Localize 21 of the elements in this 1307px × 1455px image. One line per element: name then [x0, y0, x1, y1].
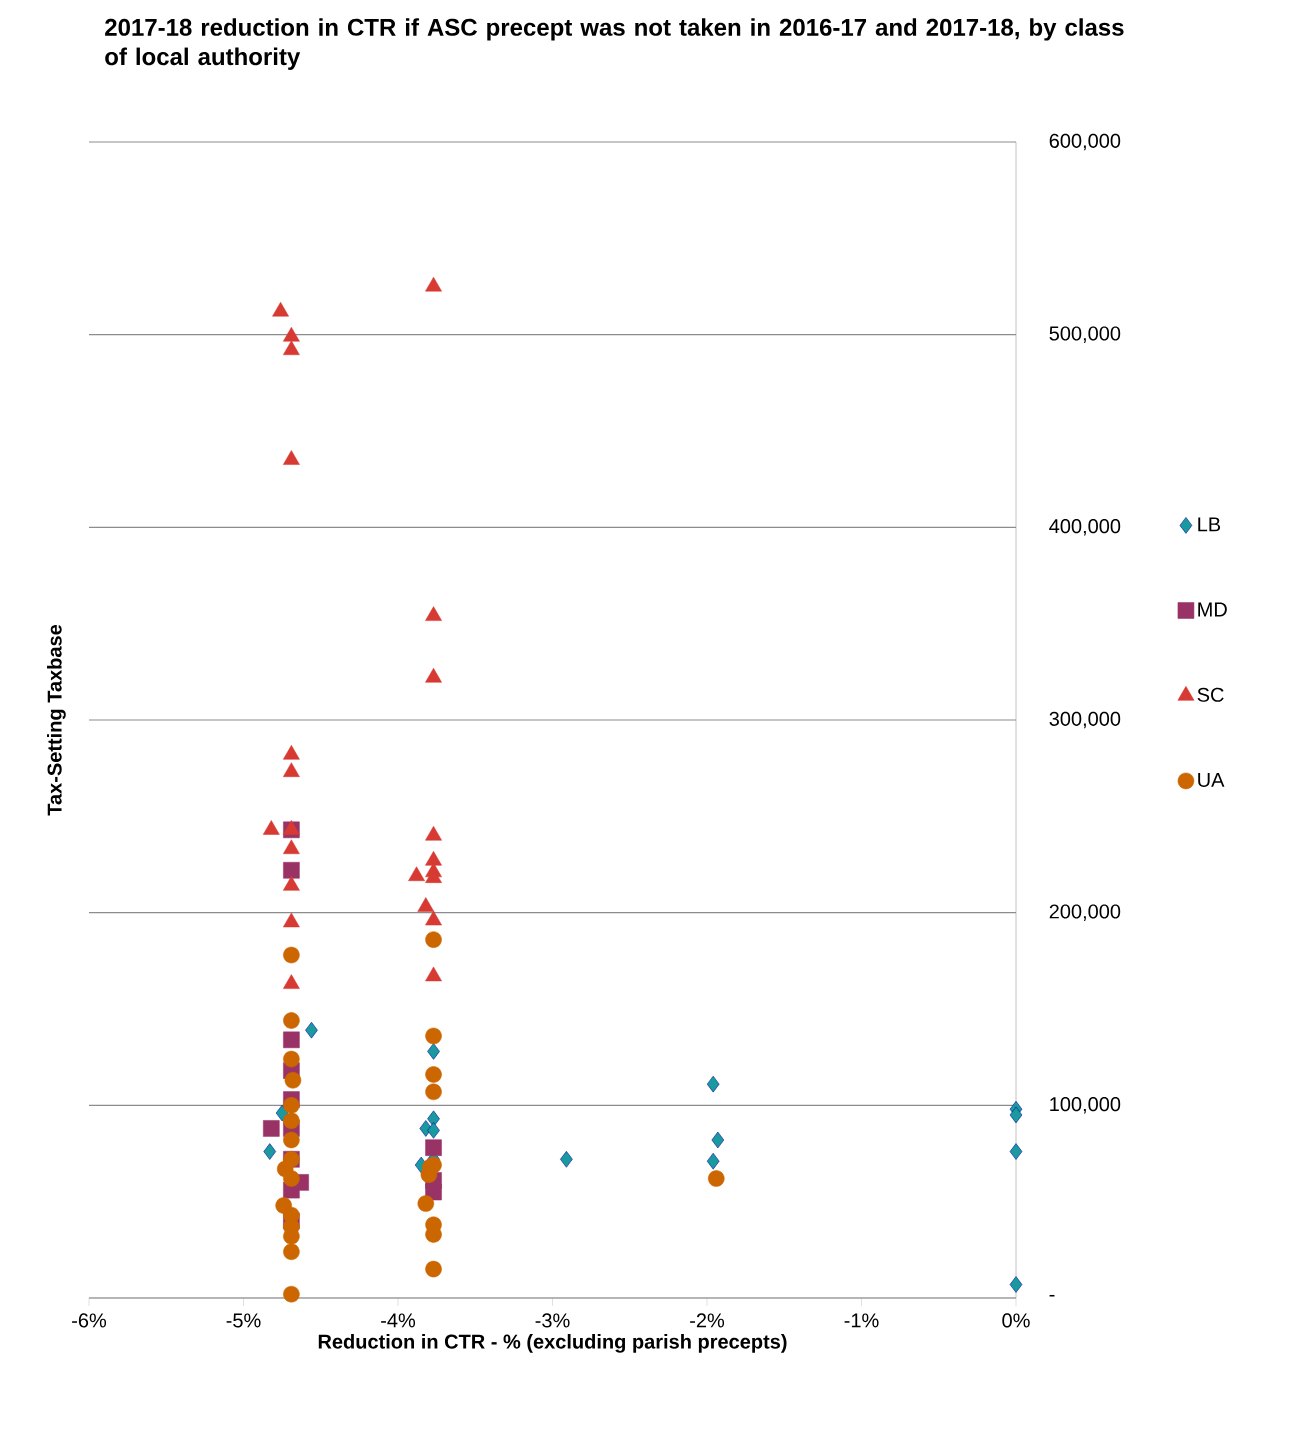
y-tick-label: - — [1049, 1294, 1055, 1297]
y-tick-label: 100,000 — [1050, 1097, 1121, 1114]
x-tick-label: -3% — [535, 1313, 570, 1328]
y-tick-label: 500,000 — [1049, 326, 1121, 343]
y-tick-label: 300,000 — [1049, 711, 1121, 729]
y-axis-title: Tax-Setting Taxbase — [47, 624, 66, 816]
y-tick-label: 400,000 — [1049, 519, 1121, 536]
x-tick-label: 0% — [1002, 1313, 1030, 1328]
legend-label: LB — [1198, 517, 1221, 532]
x-tick-label: -4% — [381, 1313, 416, 1328]
x-axis-title: Reduction in CTR - % (excluding parish precepts) — [318, 1334, 787, 1353]
legend-label: UA — [1198, 773, 1225, 787]
y-tick-label: 200,000 — [1049, 904, 1121, 921]
x-tick-label: -5% — [226, 1313, 261, 1328]
legend-label: SC — [1197, 687, 1224, 702]
y-tick-label: 600,000 — [1049, 133, 1121, 151]
x-tick-label: -1% — [844, 1313, 879, 1328]
chart-title: 2017-18 reduction in CTR if ASC precept was not taken in 2016-17 and 2017-18, by class of local authority — [105, 18, 1124, 70]
legend-label: MD — [1198, 602, 1227, 617]
x-tick-label: -2% — [690, 1313, 725, 1328]
x-tick-label: -6% — [72, 1313, 107, 1328]
